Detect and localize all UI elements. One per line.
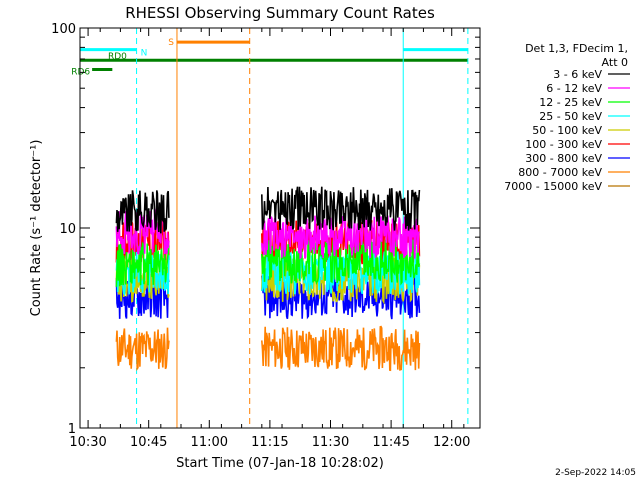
series-line	[261, 325, 421, 372]
y-axis-label: Count Rate (s⁻¹ detector⁻¹)	[29, 140, 44, 317]
series-line	[115, 208, 170, 256]
y-tick-label: 1	[68, 422, 76, 437]
flag-label: S	[168, 38, 174, 48]
legend-header: Att 0	[602, 56, 628, 69]
series-line	[261, 239, 421, 286]
legend-label: 300 - 800 keV	[525, 152, 602, 165]
series-line	[261, 215, 421, 260]
x-tick-label: 11:00	[191, 435, 228, 450]
x-tick-label: 11:45	[372, 435, 409, 450]
series-line	[115, 327, 170, 372]
flag-label: RD0	[108, 52, 127, 62]
x-tick-label: 10:45	[130, 435, 167, 450]
series-line	[115, 250, 170, 297]
series-line	[115, 241, 170, 287]
x-tick-label: 12:00	[433, 435, 470, 450]
y-tick-label: 10	[59, 222, 76, 237]
legend-label: 3 - 6 keV	[553, 68, 602, 81]
footer-timestamp: 2-Sep-2022 14:05	[555, 468, 636, 478]
legend-label: 50 - 100 keV	[532, 124, 602, 137]
legend-header: Det 1,3, FDecim 1,	[525, 42, 628, 55]
x-tick-label: 10:30	[69, 435, 106, 450]
x-tick-label: 11:15	[251, 435, 288, 450]
legend-label: 7000 - 15000 keV	[504, 180, 602, 193]
series-line	[261, 257, 421, 305]
axes: 10:30 10:45 11:00 11:15 11:30 11:45 12:00 1 10 10…	[51, 22, 481, 450]
x-axis-label: Start Time (07-Jan-18 10:28:02)	[176, 456, 384, 471]
legend-label: 100 - 300 keV	[525, 138, 602, 151]
legend-label: 6 - 12 keV	[546, 82, 602, 95]
chart-title: RHESSI Observing Summary Count Rates	[125, 4, 435, 22]
series-line	[261, 186, 421, 231]
legend-label: 25 - 50 keV	[539, 110, 602, 123]
data-series	[115, 186, 421, 372]
y-tick-label: 100	[51, 22, 76, 37]
legend-label: 800 - 7000 keV	[518, 166, 602, 179]
x-tick-label: 11:30	[312, 435, 349, 450]
legend-label: 12 - 25 keV	[539, 96, 602, 109]
series-line	[115, 190, 170, 234]
flag-label: N	[141, 49, 148, 59]
